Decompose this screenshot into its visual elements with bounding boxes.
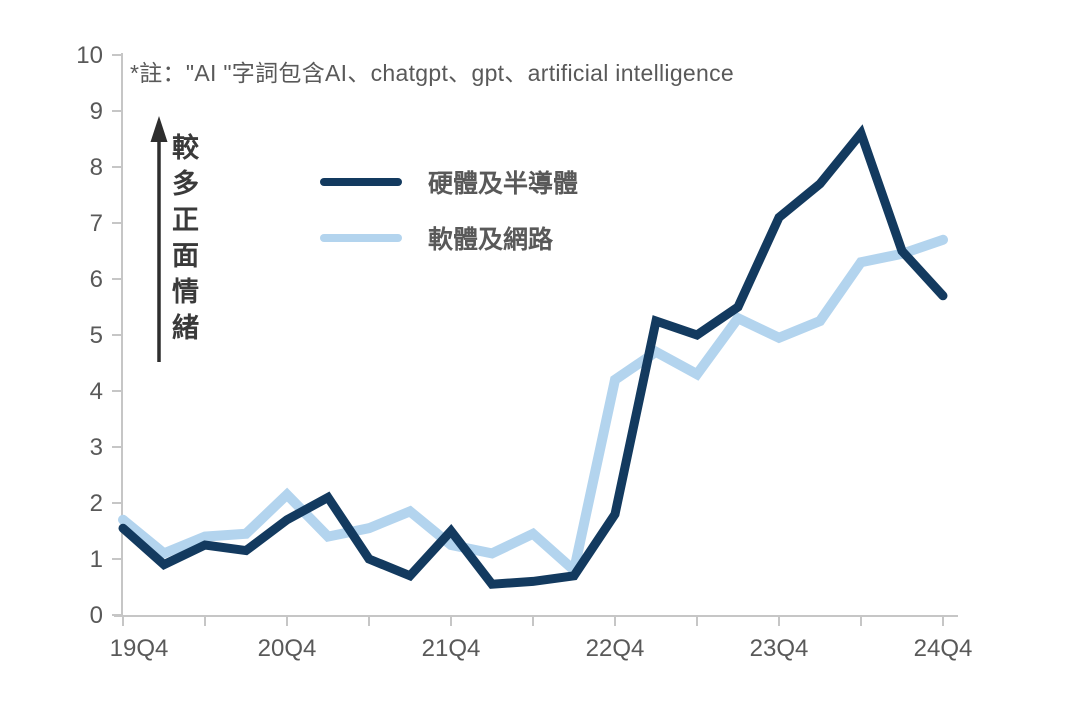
x-axis-tick-label: 19Q4: [110, 635, 169, 662]
vertical-annotation-char: 緒: [172, 313, 199, 343]
software-series-line-icon: [320, 234, 402, 242]
y-axis-tick-label: 10: [76, 42, 103, 69]
vertical-annotation-char: 情: [172, 277, 199, 307]
series-line-hardware-semiconductor: [118, 124, 948, 589]
legend-label-hardware-semiconductor: 硬體及半導體: [428, 170, 579, 198]
y-axis-tick-label: 3: [90, 434, 103, 461]
y-axis-tick-label: 6: [90, 266, 103, 293]
x-axis-tick-label: 20Q4: [258, 635, 317, 662]
series-line-software-internet: [118, 234, 948, 580]
y-axis-tick-label: 5: [90, 322, 103, 349]
hardware-series-line-icon: [320, 178, 402, 186]
y-axis-tick-label: 1: [90, 546, 103, 573]
legend-label-software-internet: 軟體及網路: [428, 226, 554, 254]
x-axis-tick-label: 24Q4: [914, 635, 973, 662]
y-axis-tick-label: 7: [90, 210, 103, 237]
x-axis-tick-label: 23Q4: [750, 635, 809, 662]
x-axis-tick-label: 21Q4: [422, 635, 481, 662]
x-axis-tick-label: 22Q4: [586, 635, 645, 662]
y-axis-tick-label: 4: [90, 378, 103, 405]
vertical-annotation-char: 多: [172, 169, 199, 199]
vertical-annotation-char: 較: [172, 133, 199, 163]
y-axis-tick-label: 0: [90, 602, 103, 629]
y-axis-tick-label: 2: [90, 490, 103, 517]
up-arrow-icon: [150, 116, 168, 142]
chart-footnote: *註："AI "字詞包含AI、chatgpt、gpt、artificial in…: [130, 60, 734, 86]
y-axis-tick-label: 9: [90, 98, 103, 125]
vertical-annotation-char: 正: [172, 205, 199, 235]
chart-legend: 硬體及半導體 軟體及網路: [320, 166, 578, 278]
more-positive-sentiment-label: 較多正面情緒: [172, 130, 199, 346]
legend-item-hardware-semiconductor: 硬體及半導體: [320, 166, 578, 198]
vertical-annotation-char: 面: [172, 241, 199, 271]
y-axis-tick-label: 8: [90, 154, 103, 181]
legend-item-software-internet: 軟體及網路: [320, 222, 578, 254]
